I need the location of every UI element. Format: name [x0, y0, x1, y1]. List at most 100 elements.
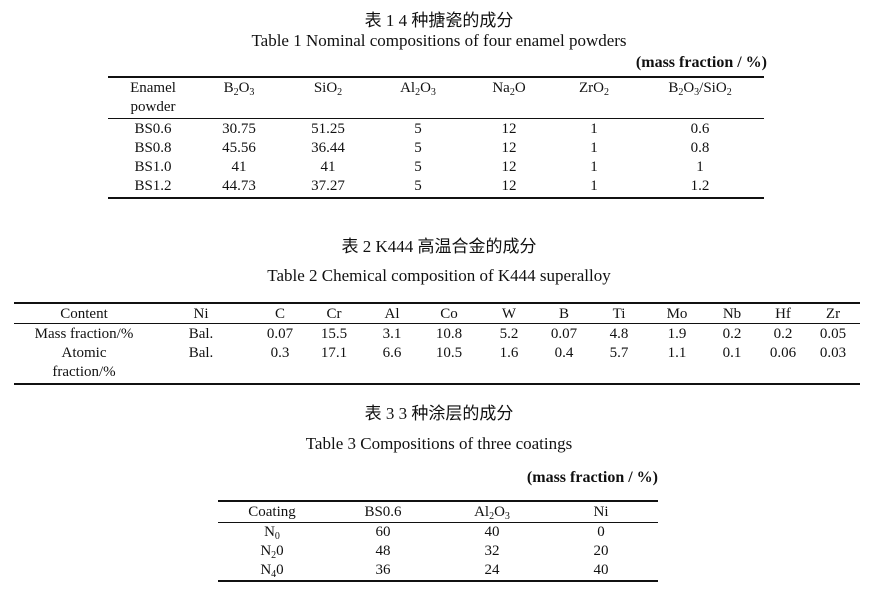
column-header: Cr — [326, 306, 342, 322]
table-cell: 24 — [484, 562, 500, 578]
row-label: BS1.2 — [134, 178, 172, 194]
table-cell: 0.05 — [819, 326, 847, 342]
table-cell: 5 — [414, 178, 422, 194]
column-header: Al2O3 — [400, 80, 436, 98]
table-cell: 32 — [484, 543, 500, 559]
table-rule — [14, 383, 860, 385]
table-rule — [218, 580, 658, 582]
table1-caption-cn: 表 1 4 种搪瓷的成分 — [364, 11, 514, 30]
table-rule — [108, 76, 764, 78]
table-cell: 1 — [590, 140, 598, 156]
column-header: B — [558, 306, 569, 322]
table-cell: 6.6 — [382, 345, 402, 361]
table-cell: 40 — [484, 524, 500, 540]
table-cell: 1.6 — [499, 345, 519, 361]
column-header: Al — [384, 306, 400, 322]
table-cell: Bal. — [188, 345, 214, 361]
table-rule — [108, 118, 764, 119]
column-header: Nb — [722, 306, 742, 322]
column-header: B2O3 — [223, 80, 255, 98]
column-header: Content — [60, 306, 108, 322]
table-cell: 0.07 — [550, 326, 578, 342]
table-cell: 0.07 — [266, 326, 294, 342]
table-cell: 1 — [590, 159, 598, 175]
table-cell: 0.8 — [690, 140, 710, 156]
table-cell: 12 — [501, 159, 517, 175]
column-header: B2O3/SiO2 — [668, 80, 732, 98]
table-cell: 0.3 — [270, 345, 290, 361]
row-label: BS1.0 — [134, 159, 172, 175]
table-cell: 0.03 — [819, 345, 847, 361]
table-cell: 0.4 — [554, 345, 574, 361]
column-header: Enamel powder — [130, 80, 176, 115]
table3-caption-en: Table 3 Compositions of three coatings — [305, 434, 573, 453]
row-label: N20 — [260, 543, 284, 561]
table3-unit: (mass fraction / %) — [526, 469, 658, 486]
column-header: Ni — [593, 504, 609, 520]
row-label: BS0.6 — [134, 121, 172, 137]
table-cell: 41 — [231, 159, 247, 175]
table-cell: 5 — [414, 159, 422, 175]
table-cell: 4.8 — [609, 326, 629, 342]
column-header: Ni — [193, 306, 209, 322]
column-header: Hf — [775, 306, 791, 322]
table-rule — [14, 302, 860, 304]
row-label: N40 — [260, 562, 284, 580]
table-cell: 48 — [375, 543, 391, 559]
table-cell: 0 — [597, 524, 605, 540]
table3-caption-cn: 表 3 3 种涂层的成分 — [364, 404, 514, 423]
column-header: W — [501, 306, 517, 322]
table-cell: 5.7 — [609, 345, 629, 361]
table-cell: 12 — [501, 121, 517, 137]
column-header: C — [274, 306, 285, 322]
table-cell: 17.1 — [320, 345, 348, 361]
table-cell: 0.06 — [769, 345, 797, 361]
table-cell: 40 — [593, 562, 609, 578]
column-header: Co — [440, 306, 458, 322]
table-rule — [14, 323, 860, 324]
column-header: Al2O3 — [474, 504, 510, 522]
table1-unit: (mass fraction / %) — [635, 54, 767, 71]
column-header: Coating — [248, 504, 296, 520]
table-cell: 15.5 — [320, 326, 348, 342]
table-cell: 1 — [590, 121, 598, 137]
row-label: BS0.8 — [134, 140, 172, 156]
column-header: ZrO2 — [579, 80, 609, 98]
table-cell: 1 — [590, 178, 598, 194]
table-cell: 10.5 — [435, 345, 463, 361]
table2: Content Ni C Cr Al Co W B Ti Mo Nb Hf Zr Mass fractio… — [14, 302, 860, 386]
table-cell: 44.73 — [222, 178, 256, 194]
table-cell: 60 — [375, 524, 391, 540]
table-cell: 12 — [501, 140, 517, 156]
table1: Enamel powder B2O3 SiO2 Al2O3 Na2O ZrO2 B2O3/Si… — [108, 76, 764, 200]
table-cell: 1.2 — [690, 178, 710, 194]
row-label: N0 — [264, 524, 280, 542]
table-cell: 37.27 — [311, 178, 345, 194]
table-cell: 5 — [414, 140, 422, 156]
table-cell: 1.1 — [667, 345, 687, 361]
column-header: BS0.6 — [364, 504, 402, 520]
table-cell: 10.8 — [435, 326, 463, 342]
table-cell: 51.25 — [311, 121, 345, 137]
row-label: Mass fraction/% — [34, 326, 134, 342]
table-cell: 30.75 — [222, 121, 256, 137]
table-rule — [218, 500, 658, 502]
table-cell: 12 — [501, 178, 517, 194]
column-header: Ti — [612, 306, 626, 322]
table-cell: 3.1 — [382, 326, 402, 342]
table2-caption-cn: 表 2 K444 高温合金的成分 — [341, 237, 537, 256]
table-cell: 5 — [414, 121, 422, 137]
table-cell: 5.2 — [499, 326, 519, 342]
table3: Coating BS0.6 Al2O3 Ni N0 60 40 0 N20 48 32 20 N40 36… — [218, 500, 658, 582]
table-cell: 1 — [696, 159, 704, 175]
column-header: Mo — [666, 306, 688, 322]
table-cell: 20 — [593, 543, 609, 559]
table-rule — [218, 522, 658, 523]
table1-caption-en: Table 1 Nominal compositions of four ena… — [251, 31, 627, 50]
table-cell: 1.9 — [667, 326, 687, 342]
column-header: Zr — [825, 306, 841, 322]
row-label: Atomic fraction/% — [52, 345, 116, 380]
table-cell: 0.2 — [722, 326, 742, 342]
table-cell: Bal. — [188, 326, 214, 342]
table-cell: 36.44 — [311, 140, 345, 156]
